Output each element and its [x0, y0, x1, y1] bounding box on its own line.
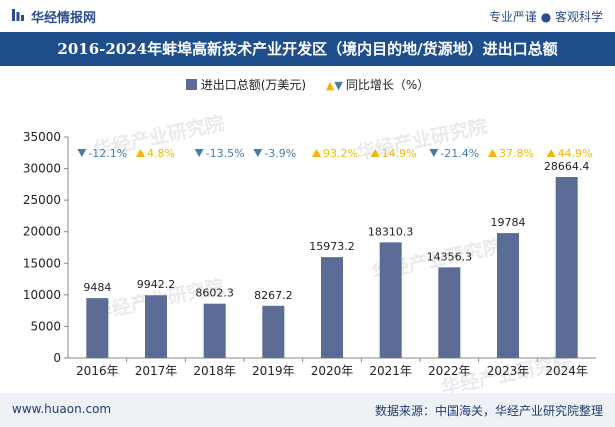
bar — [203, 303, 226, 358]
y-tick-label: 35000 — [23, 130, 61, 144]
bar-value-label: 9484 — [83, 281, 111, 294]
y-tick-label: 0 — [53, 351, 61, 365]
y-tick-label: 20000 — [23, 225, 61, 239]
bar-chart: 0 5000 10000 15000 20000 25000 30000 35000 9484 2… — [23, 130, 596, 378]
bar-value-label: 8267.2 — [254, 289, 293, 302]
chart-title: 2016-2024年蚌埠高新技术产业开发区（境内目的地/货源地）进出口总额 — [0, 32, 615, 66]
x-tick-label: 2016年 — [76, 364, 119, 378]
down-triangle-icon: ▼ — [334, 79, 343, 92]
growth-down-triangle-icon — [429, 149, 439, 157]
x-tick-label: 2024年 — [545, 364, 588, 378]
growth-label: 14.9% — [382, 147, 417, 160]
growth-label: 93.2% — [323, 147, 358, 160]
bar-value-label: 14356.3 — [427, 250, 473, 263]
brand-name: 华经情报网 — [31, 11, 97, 26]
growth-up-triangle-icon — [312, 149, 321, 157]
bar — [145, 295, 167, 358]
bar-value-label: 15973.2 — [309, 240, 355, 253]
legend-growth-item: ▲▼ 同比增长（%） — [326, 76, 429, 93]
y-tick-label: 15000 — [23, 256, 61, 270]
legend: 进出口总额(万美元) ▲▼ 同比增长（%） — [0, 76, 615, 93]
top-bar: 华经情报网 专业严谨 ● 客观科学 — [0, 0, 615, 32]
growth-label: 37.8% — [499, 147, 534, 160]
bar-value-label: 9942.2 — [137, 278, 176, 291]
x-tick-label: 2019年 — [252, 364, 295, 378]
y-tick-label: 25000 — [23, 193, 61, 207]
growth-up-triangle-icon — [546, 149, 556, 157]
bar — [555, 177, 578, 358]
x-tick-label: 2017年 — [135, 364, 178, 378]
x-tick-label: 2021年 — [369, 364, 412, 378]
x-tick-label: 2023年 — [487, 364, 530, 378]
legend-growth-label: 同比增长（%） — [345, 78, 430, 92]
y-tick-label: 5000 — [30, 319, 61, 333]
bar-value-label: 18310.3 — [368, 225, 414, 238]
bar — [321, 257, 343, 358]
growth-down-triangle-icon — [253, 149, 263, 157]
bar — [86, 298, 109, 358]
logo-icon — [12, 9, 24, 21]
bar-value-label: 19784 — [491, 216, 526, 229]
legend-bar-swatch — [185, 79, 197, 90]
growth-down-triangle-icon — [194, 149, 204, 157]
x-tick-label: 2022年 — [428, 364, 471, 378]
legend-bar-label: 进出口总额(万美元) — [200, 78, 307, 92]
growth-label: -13.5% — [206, 147, 245, 160]
y-tick-label: 30000 — [23, 162, 61, 176]
growth-label: -12.1% — [88, 147, 127, 160]
bar-value-label: 28664.4 — [544, 160, 590, 173]
growth-down-triangle-icon — [77, 149, 87, 157]
growth-label: -3.9% — [264, 147, 296, 160]
bar — [497, 233, 519, 358]
footer-website: www.huaon.com — [12, 402, 112, 416]
bar — [379, 242, 402, 358]
bar — [262, 305, 285, 358]
x-tick-label: 2018年 — [193, 364, 236, 378]
footer-source: 数据来源：中国海关，华经产业研究院整理 — [374, 404, 603, 418]
y-tick-label: 10000 — [23, 288, 61, 302]
bar-value-label: 8602.3 — [195, 287, 234, 300]
tagline: 专业严谨 ● 客观科学 — [488, 10, 603, 24]
up-triangle-icon: ▲ — [325, 79, 335, 92]
growth-label: 4.8% — [147, 147, 175, 160]
legend-bar-item: 进出口总额(万美元) — [185, 76, 307, 93]
x-tick-label: 2020年 — [311, 364, 354, 378]
growth-label: -21.4% — [440, 147, 479, 160]
footer: www.huaon.com 数据来源：中国海关，华经产业研究院整理 — [0, 393, 615, 427]
growth-up-triangle-icon — [370, 149, 380, 157]
bar — [438, 267, 461, 358]
growth-up-triangle-icon — [136, 149, 145, 157]
growth-up-triangle-icon — [488, 149, 497, 157]
growth-label: 44.9% — [558, 147, 593, 160]
